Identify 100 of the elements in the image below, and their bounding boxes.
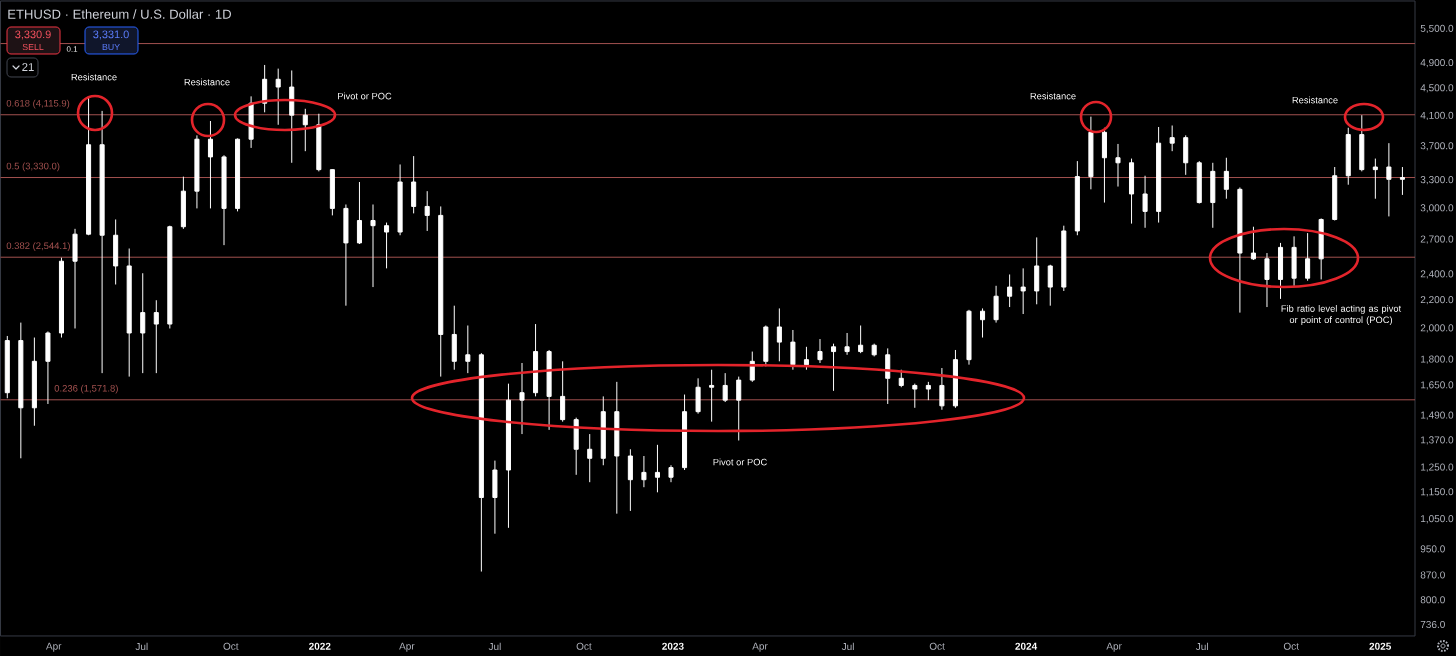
candlestick	[1061, 225, 1067, 292]
candlestick	[492, 460, 498, 535]
y-tick-label: 1,650.0	[1421, 381, 1454, 390]
candlestick	[722, 372, 728, 403]
ref-line-label: 0.236 (1,571.8)	[54, 384, 118, 394]
candlestick	[1277, 242, 1284, 300]
candlestick	[817, 338, 823, 364]
candlestick	[1359, 114, 1365, 172]
candlestick	[18, 322, 24, 459]
candlestick	[316, 113, 322, 172]
candlestick	[695, 377, 701, 415]
candlestick	[858, 325, 864, 354]
candlestick	[424, 190, 430, 232]
candlestick	[871, 343, 877, 357]
candlestick	[803, 346, 809, 371]
candlestick	[993, 285, 999, 324]
annotation: 3,331.0	[93, 30, 129, 40]
y-tick-label: 2,000.0	[1420, 324, 1454, 333]
candlestick	[329, 169, 335, 216]
x-tick-label: Apr	[1106, 642, 1122, 652]
candlestick	[397, 163, 403, 236]
candlestick	[925, 381, 931, 401]
candlestick	[1332, 166, 1338, 221]
candlestick	[1183, 134, 1189, 176]
candlestick	[776, 307, 782, 362]
candlestick	[1223, 157, 1229, 200]
candlestick	[1291, 235, 1297, 287]
ref-line-label: 0.382 (2,544.1)	[6, 242, 70, 251]
y-tick-label: 1,250.0	[1421, 463, 1454, 472]
candlestick	[302, 108, 308, 152]
y-tick-label: 2,700.0	[1420, 235, 1454, 244]
y-tick-label: 3,700.0	[1420, 142, 1454, 151]
candlestick	[153, 299, 159, 374]
candlestick	[1074, 160, 1080, 236]
candlestick	[600, 395, 606, 466]
y-tick-label: 1,800.0	[1421, 355, 1454, 364]
candlestick	[411, 155, 417, 214]
candlestick	[587, 433, 593, 483]
candlestick	[4, 335, 10, 399]
candlestick	[221, 154, 227, 246]
x-tick-label: Oct	[1283, 642, 1299, 650]
candlestick	[384, 222, 390, 269]
candlestick	[31, 337, 37, 427]
candlestick	[1142, 175, 1148, 229]
candlestick	[1020, 267, 1026, 315]
y-tick-label: 1,490.0	[1421, 411, 1454, 420]
candlestick	[1169, 125, 1175, 152]
y-tick-label: 950.0	[1420, 545, 1445, 553]
candlestick	[289, 69, 295, 164]
annotation: Resistance	[1292, 96, 1338, 104]
y-tick-label: 3,000.0	[1420, 204, 1454, 213]
candlestick	[1305, 232, 1311, 282]
annotation: SELL	[22, 43, 44, 51]
x-tick-label: Jul	[1195, 642, 1208, 651]
candlestick	[72, 228, 78, 329]
candlestick	[573, 417, 579, 476]
annotation: Resistance	[71, 73, 117, 81]
x-tick-label: 2024	[1015, 642, 1038, 650]
candlestick	[343, 203, 349, 307]
candlestick	[1386, 142, 1392, 217]
candlestick	[1318, 217, 1324, 280]
candlestick	[668, 464, 674, 483]
annotation: 21	[22, 63, 34, 71]
candlestick	[465, 325, 471, 374]
candlestick	[505, 383, 511, 529]
annotation: 3,330.9	[15, 30, 51, 40]
candlestick	[140, 272, 146, 374]
candlestick	[356, 181, 362, 245]
candlestick	[831, 343, 837, 392]
x-tick-label: Jul	[488, 642, 501, 651]
candlestick	[126, 248, 132, 378]
annotation: 0.1	[66, 46, 78, 52]
candlestick	[1034, 236, 1040, 305]
candlestick	[438, 205, 444, 378]
candlestick	[1399, 166, 1405, 196]
x-tick-label: Oct	[929, 642, 945, 650]
candlestick	[180, 176, 186, 230]
x-tick-label: Jul	[135, 642, 148, 651]
y-tick-label: 5,500.0	[1420, 24, 1454, 34]
ref-line-label: 0.618 (4,115.9)	[6, 99, 70, 109]
annotation: Resistance	[184, 78, 230, 86]
x-tick-label: Apr	[752, 642, 768, 652]
candlestick	[167, 225, 173, 329]
candlestick	[207, 120, 213, 209]
candlestick	[790, 329, 796, 371]
candlestick	[275, 68, 281, 126]
y-tick-label: 736.0	[1420, 620, 1445, 629]
y-tick-label: 4,900.0	[1420, 59, 1454, 68]
candlestick	[113, 218, 119, 286]
x-tick-label: 2022	[309, 642, 331, 650]
candlestick	[614, 381, 620, 515]
candlestick	[1156, 126, 1162, 224]
y-tick-label: 1,050.0	[1421, 515, 1454, 524]
candlestick	[1237, 186, 1243, 314]
y-tick-label: 2,400.0	[1420, 270, 1454, 279]
candlestick	[1196, 160, 1202, 205]
candlestick	[654, 444, 660, 493]
candlestick	[546, 349, 552, 431]
y-tick-label: 800.0	[1420, 596, 1445, 604]
annotation: Pivot or POC	[713, 458, 767, 466]
